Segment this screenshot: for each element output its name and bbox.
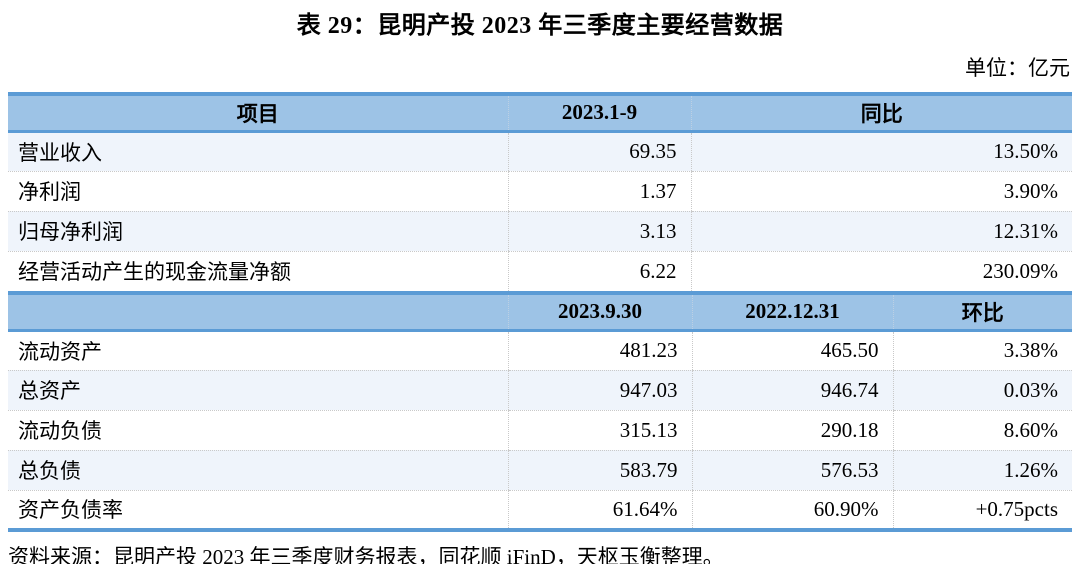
section1-header-row: 项目 2023.1-9 同比 [8, 94, 1072, 131]
table-row: 净利润 1.37 3.90% [8, 171, 1072, 212]
row-yoy: 13.50% [690, 131, 1072, 172]
header-period: 2023.1-9 [507, 94, 691, 131]
row-item: 流动资产 [8, 330, 508, 371]
header-yoy: 同比 [690, 94, 1072, 131]
row-yoy: 12.31% [690, 211, 1072, 252]
row-value-prior: 60.90% [691, 490, 893, 532]
row-item: 流动负债 [8, 410, 508, 451]
row-qoq: +0.75pcts [892, 490, 1072, 532]
unit-label: 单位：亿元 [965, 56, 1070, 80]
header-date2: 2022.12.31 [691, 293, 893, 330]
table-row: 资产负债率 61.64% 60.90% +0.75pcts [8, 490, 1072, 532]
row-yoy: 230.09% [690, 251, 1072, 291]
row-value-current: 583.79 [507, 450, 692, 491]
table-row: 流动负债 315.13 290.18 8.60% [8, 410, 1072, 451]
row-item: 净利润 [8, 171, 508, 212]
table-row: 经营活动产生的现金流量净额 6.22 230.09% [8, 251, 1072, 291]
row-value-current: 947.03 [507, 370, 692, 411]
row-item: 归母净利润 [8, 211, 508, 252]
row-value: 3.13 [507, 211, 691, 252]
row-item: 经营活动产生的现金流量净额 [8, 251, 508, 291]
row-qoq: 0.03% [892, 370, 1072, 411]
row-value-prior: 290.18 [691, 410, 893, 451]
row-item: 营业收入 [8, 131, 508, 172]
row-value: 69.35 [507, 131, 691, 172]
table-row: 流动资产 481.23 465.50 3.38% [8, 330, 1072, 371]
table-row: 归母净利润 3.13 12.31% [8, 211, 1072, 252]
row-value: 1.37 [507, 171, 691, 212]
row-item: 总负债 [8, 450, 508, 491]
section2-header-row: 2023.9.30 2022.12.31 环比 [8, 293, 1072, 330]
header-date1: 2023.9.30 [507, 293, 692, 330]
row-item: 资产负债率 [8, 490, 508, 532]
row-item: 总资产 [8, 370, 508, 411]
table-row: 总资产 947.03 946.74 0.03% [8, 370, 1072, 411]
operating-data-table-section1: 项目 2023.1-9 同比 营业收入 69.35 13.50% 净利润 1.3… [8, 92, 1072, 291]
row-qoq: 3.38% [892, 330, 1072, 371]
header-qoq: 环比 [892, 293, 1072, 330]
source-note: 资料来源：昆明产投 2023 年三季度财务报表，同花顺 iFinD，天枢玉衡整理… [8, 545, 724, 564]
row-value-current: 315.13 [507, 410, 692, 451]
row-qoq: 1.26% [892, 450, 1072, 491]
row-value-prior: 946.74 [691, 370, 893, 411]
table-title: 表 29：昆明产投 2023 年三季度主要经营数据 [296, 13, 784, 39]
header-item-blank [8, 293, 508, 330]
row-value: 6.22 [507, 251, 691, 291]
row-yoy: 3.90% [690, 171, 1072, 212]
row-value-prior: 465.50 [691, 330, 893, 371]
row-value-prior: 576.53 [691, 450, 893, 491]
header-item: 项目 [8, 94, 508, 131]
row-qoq: 8.60% [892, 410, 1072, 451]
row-value-current: 61.64% [507, 490, 692, 532]
table-row: 总负债 583.79 576.53 1.26% [8, 450, 1072, 491]
operating-data-table-section2: 2023.9.30 2022.12.31 环比 流动资产 481.23 465.… [8, 291, 1072, 532]
row-value-current: 481.23 [507, 330, 692, 371]
table-row: 营业收入 69.35 13.50% [8, 131, 1072, 172]
